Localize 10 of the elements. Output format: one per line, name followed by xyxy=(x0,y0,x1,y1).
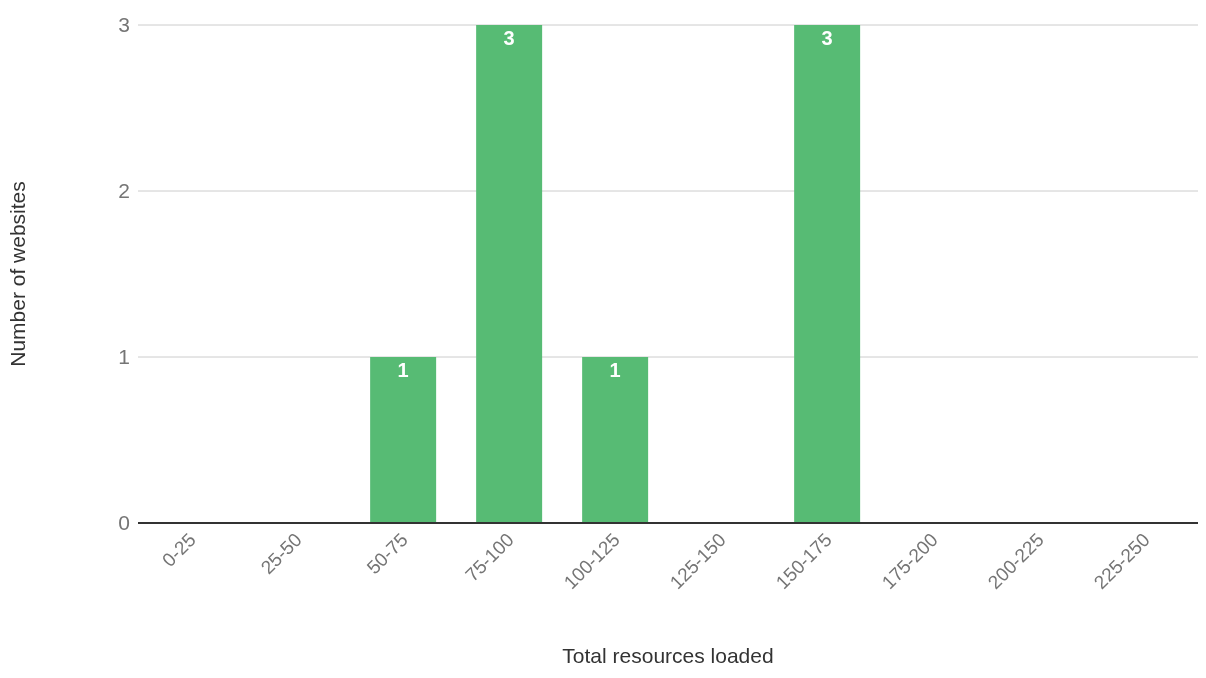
x-axis-title: Total resources loaded xyxy=(562,644,774,667)
y-tick-label: 0 xyxy=(118,511,130,535)
data-label: 1 xyxy=(609,359,621,381)
y-tick-label: 2 xyxy=(118,179,130,203)
data-label: 3 xyxy=(821,27,833,49)
y-tick-label: 3 xyxy=(118,13,130,37)
data-label: 1 xyxy=(397,359,409,381)
y-tick-label: 1 xyxy=(118,345,130,369)
y-axis-title: Number of websites xyxy=(6,181,30,367)
data-label: 3 xyxy=(503,27,515,49)
